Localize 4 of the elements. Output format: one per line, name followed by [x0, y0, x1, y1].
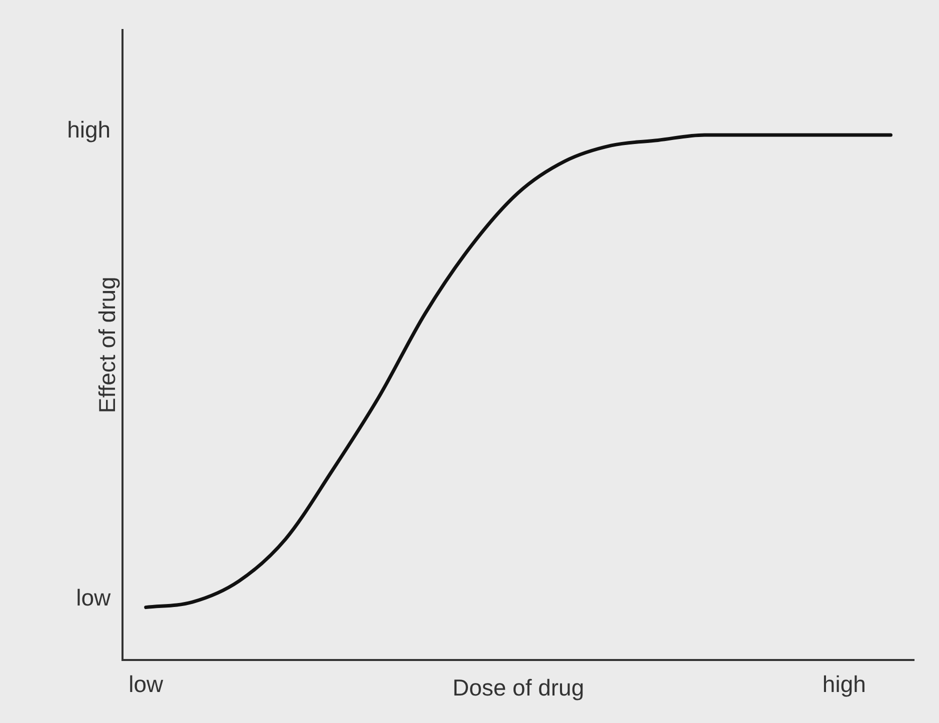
y-axis-title: Effect of drug	[94, 276, 120, 414]
text: high	[67, 116, 111, 142]
text: low	[76, 584, 111, 611]
x-axis-title: Dose of drug	[452, 674, 584, 701]
